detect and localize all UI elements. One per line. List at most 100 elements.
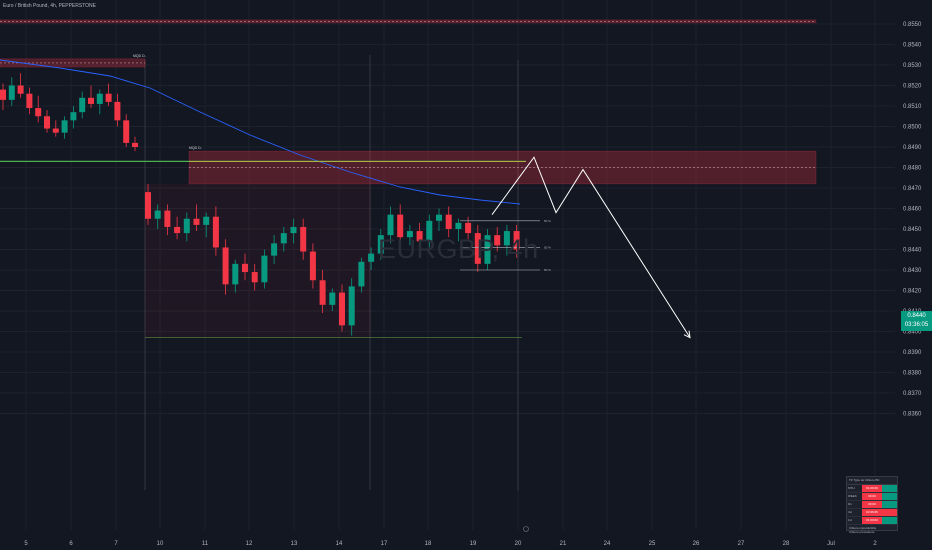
- candle-body: [52, 128, 59, 133]
- zone-label: MQD D-: [189, 146, 203, 150]
- x-tick-label: 26: [693, 541, 700, 547]
- supply-zones: MQD D- MQD D-: [0, 19, 817, 338]
- y-tick-label: 0.8500: [903, 125, 922, 131]
- y-tick-label: 0.8550: [903, 22, 922, 28]
- candle-body: [300, 226, 307, 252]
- header-tf: TF: [849, 478, 853, 482]
- price-axis[interactable]: 0.8550 0.8540 0.8530 0.8520 0.8510 0.8500 0.84…: [895, 0, 932, 550]
- x-tick-label: 7: [114, 541, 118, 547]
- candle-body: [8, 85, 15, 100]
- consolidation-box: [145, 183, 371, 338]
- row-value: 00:00: [862, 501, 882, 508]
- info-table-footer: Clôture imprédictible Clôture précédente: [847, 525, 897, 535]
- last-price-tag: 0.8440 03:36:05: [901, 311, 932, 331]
- moving-average: [0, 59, 521, 205]
- session-marker-icon: [523, 526, 529, 532]
- candle-body: [222, 247, 229, 285]
- x-tick-label: 10: [157, 541, 164, 547]
- x-tick-label: 2: [873, 541, 877, 547]
- row-status: [882, 517, 897, 524]
- y-tick-label: 0.8440: [903, 248, 922, 254]
- candle-body: [183, 218, 190, 234]
- time-axis-bg: [0, 536, 895, 550]
- table-row: WEEK 00:00: [847, 493, 897, 501]
- candles: [0, 73, 520, 336]
- x-tick-label: 27: [738, 541, 745, 547]
- y-tick-label: 0.8530: [903, 63, 922, 69]
- candle-body: [397, 214, 404, 238]
- candle-body: [426, 220, 433, 242]
- y-tick-label: 0.8360: [903, 412, 922, 418]
- candle-body: [377, 235, 384, 254]
- y-tick-label: 0.8460: [903, 207, 922, 213]
- x-tick-label: 13: [291, 541, 298, 547]
- candle-body: [212, 216, 219, 248]
- candle-body: [17, 85, 24, 94]
- candle-body: [44, 116, 50, 129]
- x-tick-label: 19: [470, 541, 477, 547]
- candle-body: [79, 97, 86, 113]
- y-tick-label: 0.8490: [903, 145, 922, 151]
- y-tick-label: 0.8370: [903, 391, 922, 397]
- time-axis[interactable]: 5 6 7 10 11 12 13 14 17 18 19 20 21 24 25 26 27 28 Jul 2: [0, 526, 895, 550]
- candle-body: [96, 93, 103, 104]
- candle-body: [280, 233, 287, 244]
- y-tick-label: 0.8450: [903, 227, 922, 233]
- table-row: 4H 03:36:05: [847, 509, 897, 517]
- header-bc: BC: [875, 478, 880, 482]
- bar-countdown: 03:36:05: [904, 322, 929, 328]
- x-tick-label: 14: [336, 541, 343, 547]
- candle-body: [251, 272, 258, 283]
- candle-body: [416, 231, 423, 242]
- x-tick-label: 28: [783, 541, 790, 547]
- candle-body: [445, 214, 452, 229]
- candle-body: [261, 255, 268, 283]
- row-value: 01:00:00: [862, 485, 882, 492]
- y-tick-label: 0.8520: [903, 84, 922, 90]
- range-label: 50 %: [544, 245, 551, 249]
- y-tick-label: 0.8430: [903, 268, 922, 274]
- candle-body: [484, 235, 491, 264]
- candle-body: [88, 97, 94, 104]
- y-tick-label: 0.8380: [903, 371, 922, 377]
- candle-body: [348, 286, 355, 326]
- ma-line: [0, 59, 521, 205]
- grid-lines: [0, 23, 895, 490]
- x-tick-label: 11: [202, 541, 209, 547]
- candle-body: [494, 235, 501, 246]
- candle-body: [193, 218, 200, 225]
- candle-body: [132, 142, 138, 147]
- info-table-header: TF Type de Clôture BC: [847, 477, 897, 485]
- candle-body: [0, 89, 6, 100]
- row-tf: D1: [848, 502, 852, 506]
- row-status: [882, 485, 897, 492]
- x-tick-label: 24: [604, 541, 611, 547]
- x-tick-label: 6: [69, 541, 73, 547]
- row-value: 01:00:00: [862, 517, 882, 524]
- row-status: [882, 493, 897, 500]
- candle-body: [164, 210, 171, 227]
- price-axis-bg: [895, 0, 932, 550]
- candle-body: [154, 210, 161, 219]
- candle-body: [290, 226, 297, 234]
- projection-line: [491, 156, 691, 338]
- candle-body: [406, 231, 413, 238]
- range-boxes: 50 % 50 % 50 %: [460, 219, 551, 272]
- row-tf: 1H: [848, 518, 852, 522]
- candle-body: [358, 261, 365, 287]
- x-tick-label: 18: [425, 541, 432, 547]
- candle-body: [35, 108, 42, 117]
- candle-body: [61, 120, 68, 133]
- footer-line: Clôture précédente: [849, 530, 875, 534]
- candle-body: [105, 93, 112, 102]
- x-tick-label: 20: [515, 541, 522, 547]
- candle-body: [319, 280, 326, 305]
- row-tf: 4H: [848, 510, 852, 514]
- symbol-watermark: EURGBP, 4h: [378, 234, 539, 264]
- range-label: 50 %: [544, 219, 551, 223]
- table-row: D1 00:00: [847, 501, 897, 509]
- row-tf: WEEK: [848, 494, 857, 498]
- arrow-head-icon: [683, 330, 691, 339]
- candle-body: [387, 214, 394, 236]
